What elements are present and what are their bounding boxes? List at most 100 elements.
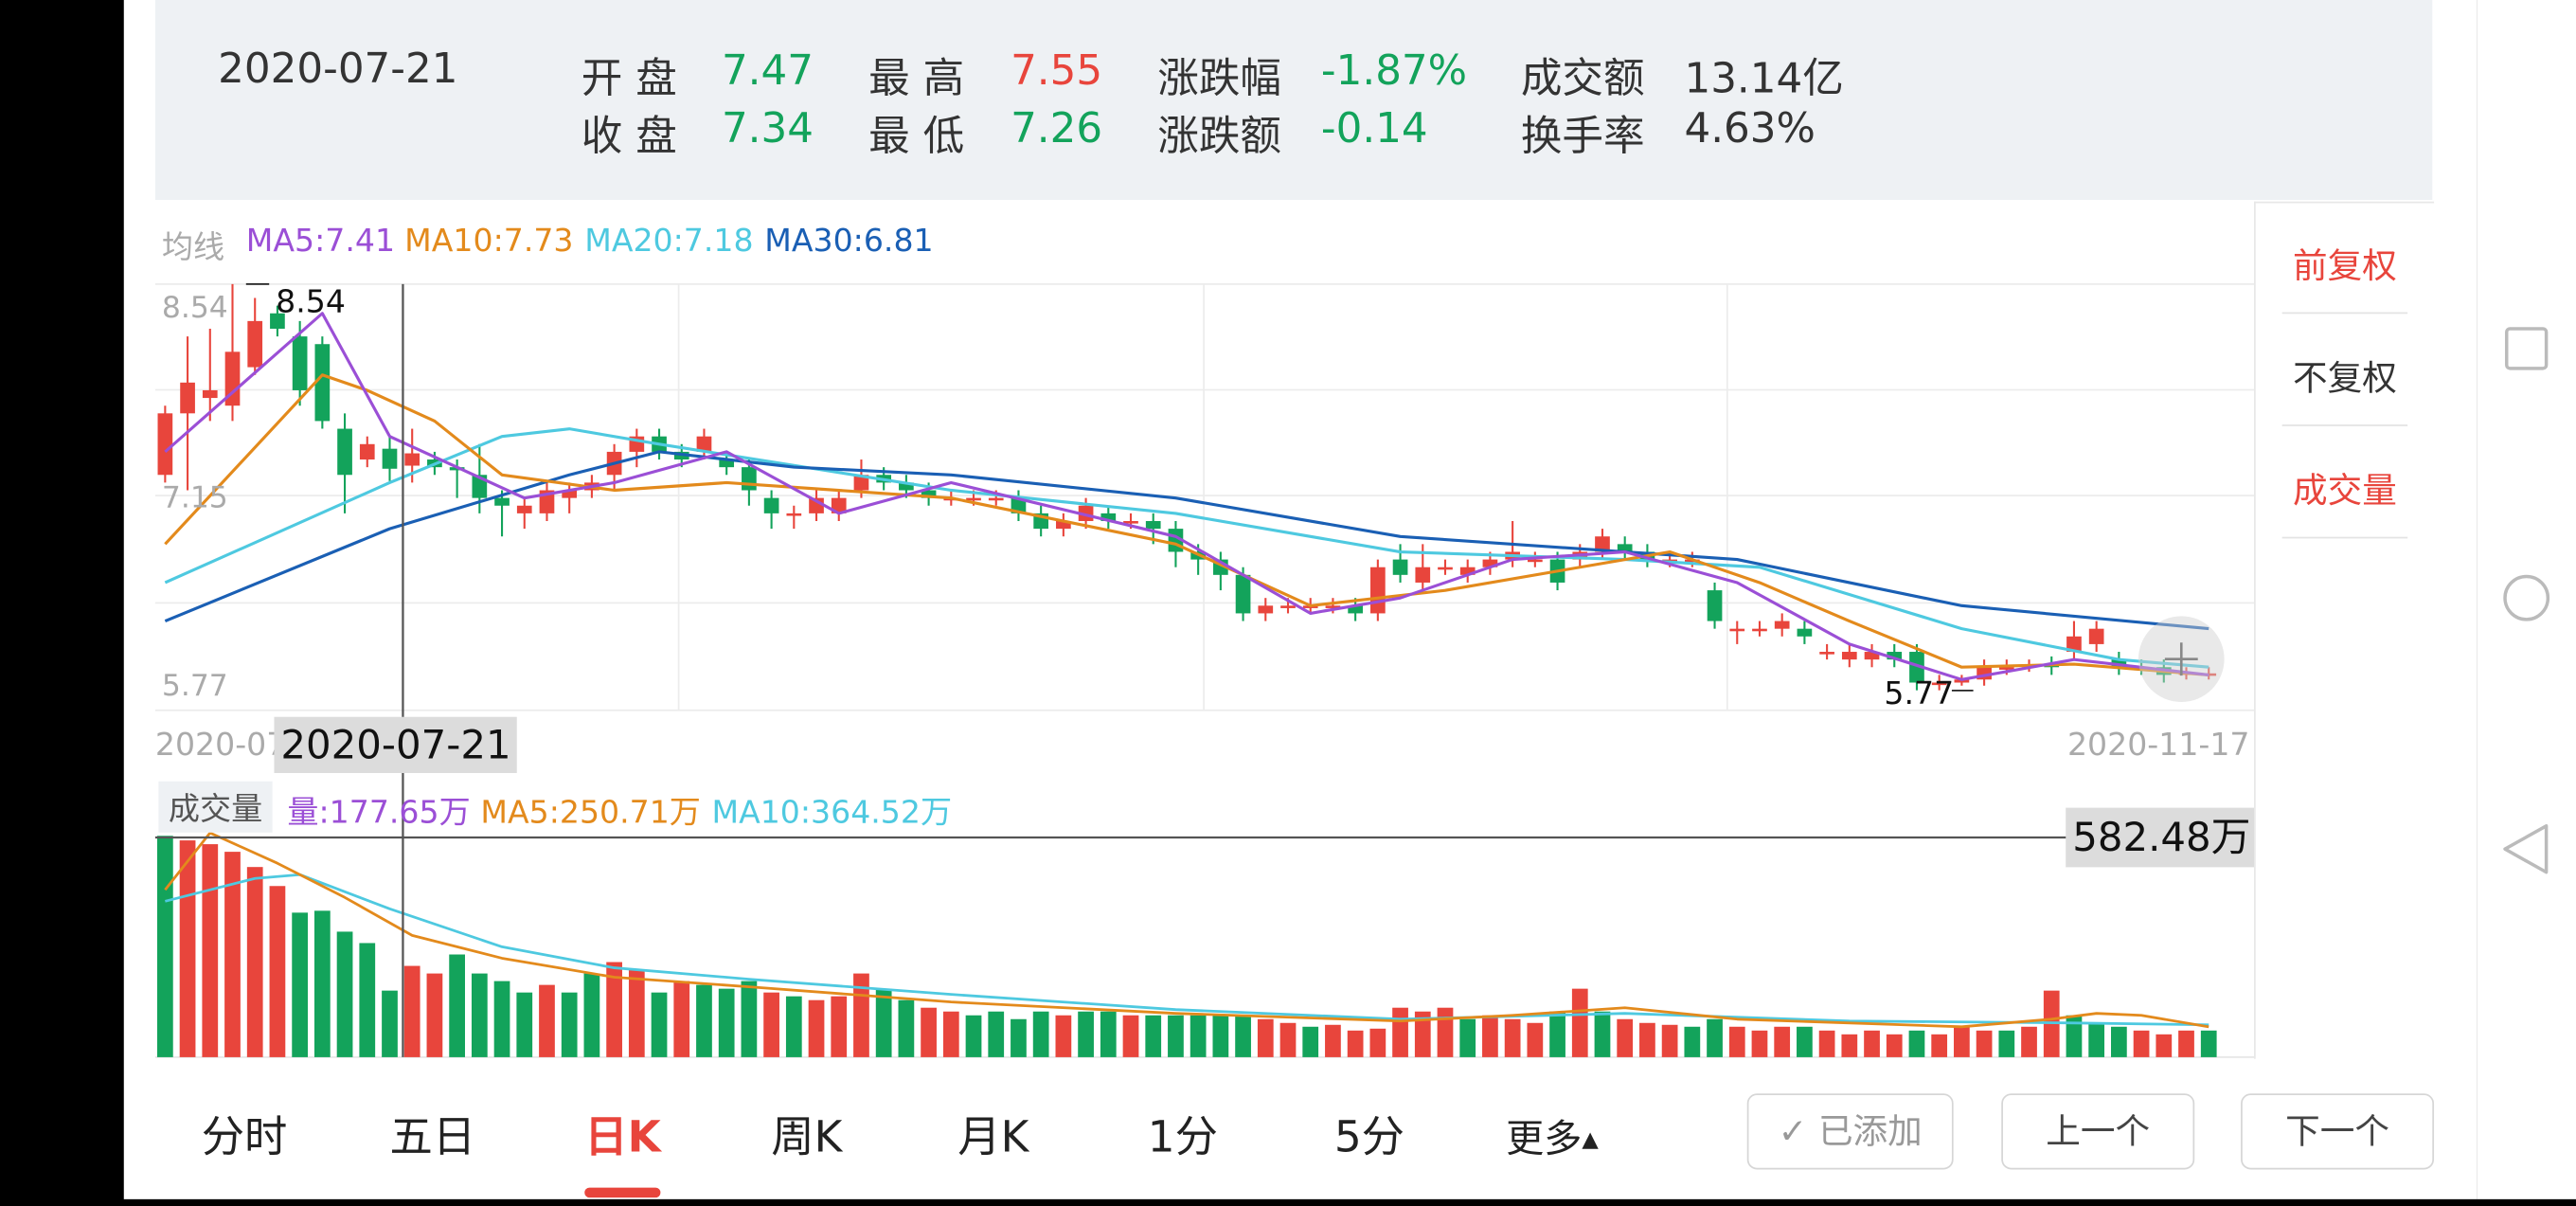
divider: [2281, 312, 2408, 315]
ma20-legend: MA20:7.18: [584, 223, 754, 260]
no-adjust-option[interactable]: 不复权: [2292, 358, 2397, 399]
volume-bar: [449, 954, 465, 1057]
candle: [1325, 605, 1341, 608]
volume-bar: [2200, 1030, 2217, 1057]
volume-bar: [1145, 1015, 1162, 1057]
candle: [1774, 621, 1790, 629]
volume-bar: [426, 973, 443, 1057]
volume-bar: [493, 981, 510, 1057]
volume-bar: [516, 992, 533, 1057]
recent-apps-icon[interactable]: [2505, 327, 2549, 370]
tab-1min[interactable]: 1分: [1147, 1113, 1218, 1163]
chart-grid: [154, 283, 2255, 1058]
ma-lines: [164, 312, 2209, 681]
tab-intraday[interactable]: 分时: [201, 1113, 288, 1163]
tab-5min[interactable]: 5分: [1333, 1113, 1405, 1163]
volume-bar: [1751, 1030, 1768, 1057]
added-button[interactable]: ✓ 已添加: [1746, 1093, 1954, 1170]
volume-bar: [269, 886, 286, 1057]
candle: [1459, 567, 1476, 575]
volume-option[interactable]: 成交量: [2292, 470, 2397, 511]
volume-bar: [1684, 1026, 1701, 1057]
candle: [742, 467, 757, 491]
tab-monthly-k[interactable]: 月K: [957, 1113, 1029, 1163]
candle: [1595, 536, 1610, 552]
volume-bar: [1325, 1024, 1341, 1057]
divider: [2281, 424, 2408, 426]
volume-bar: [539, 984, 555, 1057]
volume-bar: [1482, 1015, 1498, 1057]
volume-bar: [1078, 1011, 1094, 1057]
volume-bar: [718, 988, 735, 1057]
candle: [1819, 652, 1834, 655]
volume-bar: [1212, 1015, 1229, 1057]
volume-bar: [403, 965, 420, 1057]
home-icon[interactable]: [2503, 574, 2550, 621]
candle: [786, 513, 802, 516]
ma10-legend: MA10:7.73: [404, 223, 574, 260]
candle: [853, 475, 869, 491]
volume-bar: [1976, 1030, 1993, 1057]
tab-daily-k[interactable]: 日K: [584, 1113, 661, 1163]
next-button[interactable]: 下一个: [2241, 1093, 2435, 1170]
volume-bar: [1549, 1011, 1565, 1057]
volume-bar: [921, 1007, 937, 1057]
volume-bar: [1639, 1022, 1655, 1057]
candle: [1258, 605, 1274, 614]
change-pct-label: 涨跌幅: [1157, 54, 1282, 103]
volume-ma10: MA10:364.52万: [711, 794, 953, 832]
adjust-panel: 前复权 不复权 成交量: [2254, 201, 2435, 1059]
volume-bar: [1594, 1011, 1611, 1057]
candle: [1864, 652, 1880, 660]
kline-chart[interactable]: [124, 0, 2478, 1199]
volume-ma5: MA5:250.71万: [480, 794, 701, 832]
volume-bar: [1235, 1015, 1251, 1057]
candle: [1235, 574, 1251, 614]
vol_ma5-line: [164, 831, 2209, 1029]
candle: [1887, 652, 1903, 660]
close-label: 收 盘: [581, 112, 677, 161]
volume-bar: [741, 981, 758, 1057]
volume-bar: [1369, 1028, 1386, 1057]
candle: [1056, 520, 1071, 530]
candle: [337, 428, 352, 476]
quote-date: 2020-07-21: [218, 45, 458, 93]
candle: [516, 505, 532, 513]
volume-bar: [1459, 1018, 1476, 1057]
candle: [382, 448, 398, 469]
candle: [1909, 652, 1924, 683]
volume-bar: [1707, 1018, 1723, 1057]
candle: [562, 490, 578, 498]
added-label: 已添加: [1817, 1111, 1923, 1152]
ma5-legend: MA5:7.41: [245, 223, 396, 260]
open-label: 开 盘: [581, 54, 677, 103]
volume-bar: [313, 910, 331, 1057]
volume-bar: [1100, 1011, 1117, 1057]
volume-bar: [2066, 1015, 2083, 1057]
amount-label: 成交额: [1520, 54, 1645, 103]
candle: [1438, 567, 1453, 570]
volume-bar: [1279, 1022, 1297, 1057]
volume-bar: [471, 973, 488, 1057]
close-value: 7.34: [721, 103, 814, 153]
quote-summary: 2020-07-21 开 盘 7.47 收 盘 7.34 最 高 7.55 最 …: [154, 0, 2433, 200]
prev-button[interactable]: 上一个: [2001, 1093, 2195, 1170]
volume-bar: [1527, 1022, 1544, 1057]
candle: [247, 320, 263, 368]
volume-bar: [2133, 1030, 2150, 1057]
volume-bar: [898, 999, 915, 1057]
ma5-line: [164, 312, 2209, 681]
candle: [1931, 682, 1947, 686]
tab-weekly-k[interactable]: 周K: [771, 1113, 843, 1163]
back-icon[interactable]: [2503, 824, 2549, 874]
tab-more[interactable]: 更多▲: [1506, 1107, 1599, 1162]
volume-bar: [808, 999, 825, 1057]
check-icon: ✓: [1778, 1111, 1808, 1152]
volume-bar: [988, 1011, 1005, 1057]
volume-bar: [2156, 1034, 2173, 1057]
tab-five-day[interactable]: 五日: [389, 1113, 476, 1163]
volume-bar: [1841, 1034, 1858, 1057]
forward-adjust-option[interactable]: 前复权: [2292, 245, 2397, 286]
volume-bar: [1302, 1026, 1319, 1057]
candle: [831, 497, 847, 513]
